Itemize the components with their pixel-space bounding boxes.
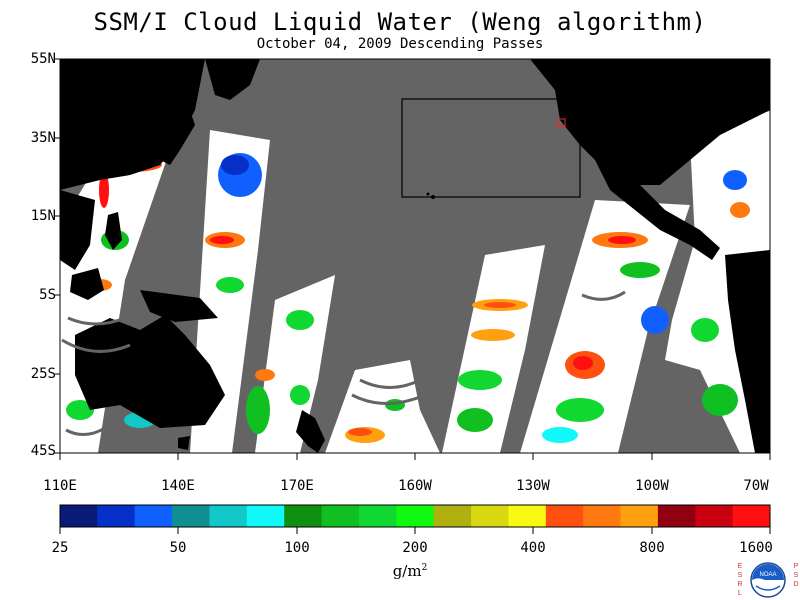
colorbar-label-200: 200 [402, 540, 428, 556]
lat-label-35n: 35N [30, 130, 56, 146]
region-box [401, 98, 581, 198]
colorbar-label-1600: 1600 [739, 540, 773, 556]
lon-label-140e: 140E [161, 478, 195, 494]
colorbar-swatch [358, 505, 397, 527]
lat-label-15n: 15N [30, 208, 56, 224]
colorbar-swatch [172, 505, 210, 527]
map-title: SSM/I Cloud Liquid Water (Weng algorithm… [93, 8, 707, 36]
land-masses [60, 59, 770, 453]
map-area [60, 59, 770, 453]
location-marker [556, 118, 566, 128]
colorbar-swatch [321, 505, 360, 527]
colorbar-swatch [284, 505, 323, 527]
lon-label-130w: 130W [516, 478, 550, 494]
colorbar-label-100: 100 [284, 540, 310, 556]
colorbar-swatch [396, 505, 435, 527]
lon-label-170e: 170E [280, 478, 314, 494]
colorbar-label-400: 400 [520, 540, 546, 556]
colorbar-swatch [657, 505, 696, 527]
colorbar-swatch [471, 505, 509, 527]
colorbar [59, 504, 771, 528]
lon-label-110e: 110E [43, 478, 77, 494]
colorbar-swatch [508, 505, 547, 527]
swath-edge-arcs [61, 290, 626, 436]
lon-label-100w: 100W [635, 478, 669, 494]
colorbar-swatch [732, 505, 771, 527]
colorbar-ticks [59, 527, 771, 534]
lon-label-160w: 160W [398, 478, 432, 494]
noaa-emblem-icon: NOAA [750, 562, 786, 598]
colorbar-swatch [60, 505, 98, 527]
colorbar-swatch [246, 505, 285, 527]
lat-label-55n: 55N [30, 51, 56, 67]
colorbar-label-25: 25 [51, 540, 69, 556]
colorbar-label-800: 800 [639, 540, 665, 556]
lat-label-45s: 45S [30, 443, 56, 459]
colorbar-label-50: 50 [169, 540, 187, 556]
colorbar-swatch [583, 505, 622, 527]
lat-label-25s: 25S [30, 366, 56, 382]
colorbar-swatch [620, 505, 659, 527]
lon-label-70w: 70W [743, 478, 769, 494]
colorbar-swatch [209, 505, 248, 527]
noaa-logo-text: NOAA [759, 572, 776, 578]
colorbar-swatch [545, 505, 584, 527]
colorbar-swatch [433, 505, 472, 527]
colorbar-swatch [134, 505, 173, 527]
colorbar-units: g/m2 [392, 562, 428, 580]
axis-ticks [55, 58, 771, 460]
map-subtitle: October 04, 2009 Descending Passes [256, 36, 544, 52]
colorbar-swatch [695, 505, 734, 527]
lat-label-5s: 5S [39, 287, 56, 303]
colorbar-swatch [97, 505, 136, 527]
